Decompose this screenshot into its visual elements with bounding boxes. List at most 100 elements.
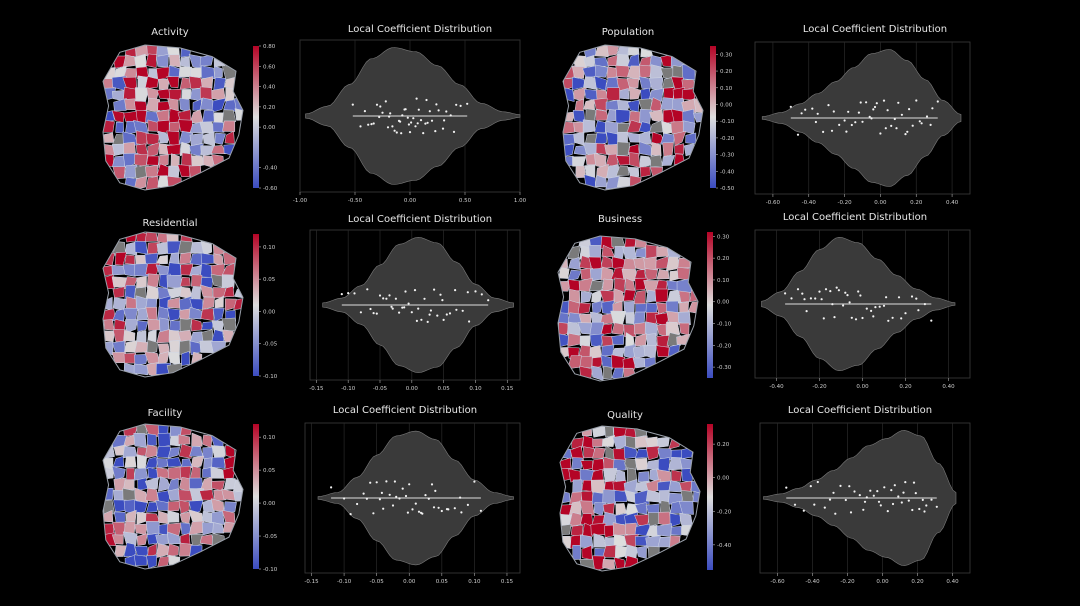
colorbar-tick-label: -0.40: [717, 543, 732, 549]
map-region: [656, 269, 670, 280]
map-region: [602, 502, 615, 515]
data-point: [891, 502, 895, 506]
data-point: [400, 132, 403, 135]
panels-group: Activity0.800.600.400.200.00-0.40-0.60Lo…: [102, 24, 971, 585]
map-region: [591, 300, 604, 316]
map-region: [594, 45, 610, 58]
map-region: [200, 76, 214, 90]
plot-frame: [754, 41, 971, 195]
data-point: [906, 130, 909, 133]
x-tick-label: -0.20: [837, 200, 852, 206]
map-region: [602, 278, 614, 292]
map-region: [578, 277, 594, 292]
x-tick-label: 0.00: [856, 384, 869, 390]
map-region: [669, 513, 681, 528]
data-point: [401, 306, 404, 309]
data-point: [388, 294, 391, 297]
map-region: [112, 308, 126, 322]
data-point: [876, 490, 879, 493]
colorbar-tick-label: 0.00: [263, 309, 276, 315]
data-point: [897, 495, 900, 498]
map-region: [177, 164, 192, 178]
data-point: [445, 313, 448, 316]
data-point: [460, 511, 463, 514]
map-region: [680, 490, 695, 502]
map-region: [191, 455, 205, 469]
colorbar-gradient: [253, 46, 259, 188]
map-region: [167, 447, 180, 459]
data-point: [404, 290, 407, 293]
data-point: [848, 485, 851, 488]
map-region: [125, 319, 138, 334]
colorbar-tick-label: 0.30: [720, 52, 733, 58]
map-region: [645, 503, 660, 514]
map-region: [222, 120, 236, 132]
colorbar-tick-label: 0.10: [717, 278, 730, 284]
data-point: [390, 305, 393, 308]
colorbar-tick-label: -0.40: [263, 166, 278, 172]
map-outline: [557, 235, 699, 382]
data-point: [822, 130, 825, 133]
map-region: [222, 466, 237, 480]
data-point: [406, 511, 409, 514]
map-region: [612, 448, 627, 461]
map-outline: [102, 231, 244, 378]
data-point: [912, 481, 916, 484]
map-region: [146, 433, 157, 447]
colorbar-gradient: [707, 424, 713, 570]
data-point: [872, 108, 875, 111]
data-point: [441, 299, 444, 302]
map-region: [201, 321, 215, 331]
data-point: [900, 113, 904, 116]
data-point: [394, 297, 397, 300]
map-region: [580, 291, 593, 303]
x-tick-label: -0.60: [766, 200, 781, 206]
map-region: [656, 436, 670, 448]
x-tick-label: 0.05: [438, 386, 451, 392]
map-region: [223, 501, 237, 514]
map-region: [678, 290, 690, 303]
map-region: [122, 531, 138, 547]
map-region: [123, 479, 135, 491]
data-point: [822, 317, 825, 320]
map-region: [614, 277, 626, 293]
map-region: [158, 78, 170, 90]
data-point: [789, 105, 792, 108]
map-region: [179, 276, 191, 287]
map-region: [179, 56, 190, 68]
data-point: [441, 127, 445, 130]
map-region: [134, 353, 149, 366]
map-region: [591, 458, 606, 472]
data-point: [433, 288, 436, 291]
map-region: [673, 130, 687, 147]
data-point: [911, 124, 914, 127]
x-tick-label: 0.00: [406, 386, 419, 392]
map-region: [212, 522, 225, 534]
map-region: [600, 236, 614, 250]
map-region: [212, 307, 225, 323]
data-point: [426, 320, 429, 323]
data-point: [369, 481, 372, 484]
data-point: [442, 318, 445, 321]
map-region: [650, 154, 664, 168]
map-region: [626, 119, 643, 133]
map-region: [679, 512, 694, 527]
map-region: [572, 479, 583, 494]
colorbar-gradient: [253, 234, 259, 376]
x-tick-label: -0.60: [770, 579, 785, 585]
data-point: [883, 486, 886, 489]
map-region: [649, 119, 663, 133]
map-region: [156, 446, 171, 459]
plot-frame: [759, 422, 971, 574]
data-point: [891, 316, 894, 319]
map-region: [625, 312, 635, 324]
data-point: [900, 501, 903, 504]
map-region: [133, 500, 148, 515]
data-point: [479, 509, 482, 512]
map-region: [634, 458, 648, 471]
data-point: [407, 123, 410, 126]
data-point: [415, 319, 418, 322]
x-tick-label: -0.20: [840, 579, 855, 585]
data-point: [885, 296, 888, 299]
data-point: [886, 109, 889, 112]
